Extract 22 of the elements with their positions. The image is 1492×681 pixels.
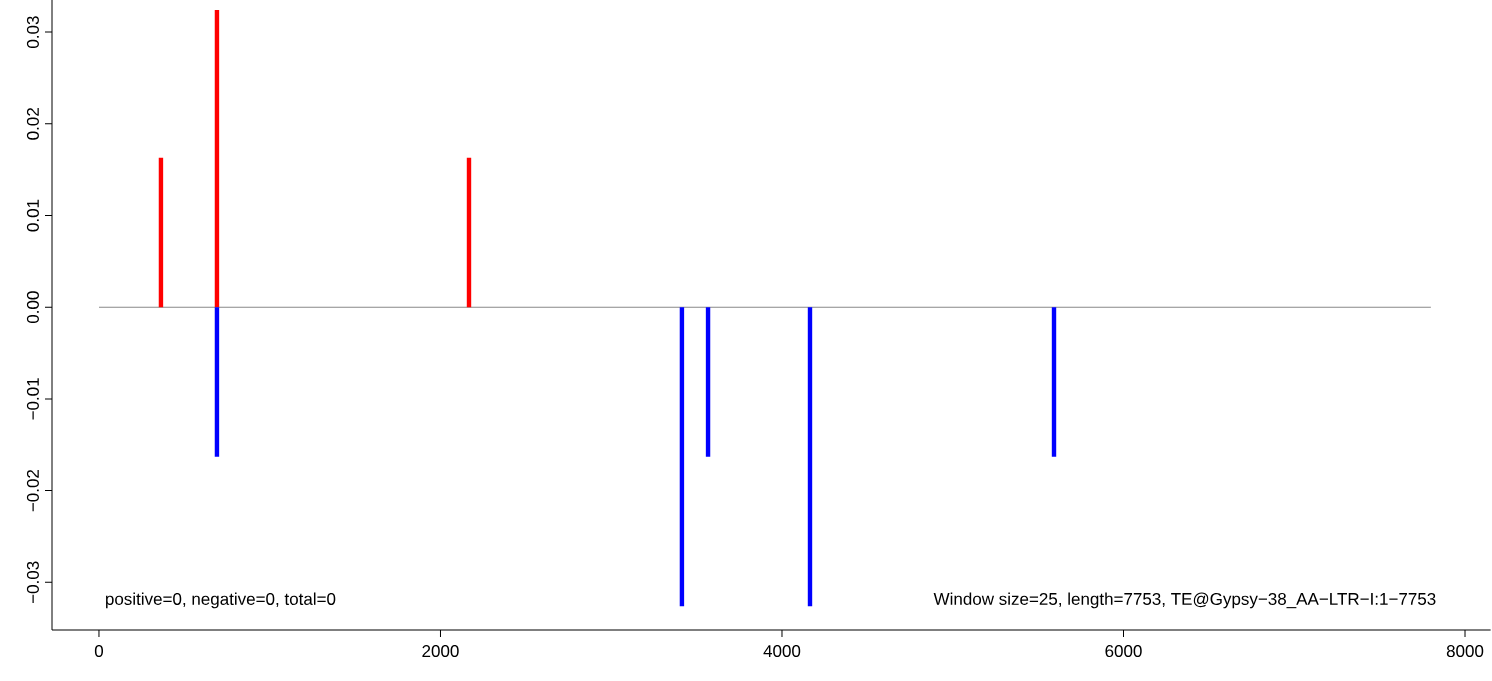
bar (214, 10, 220, 308)
bar (158, 157, 164, 308)
y-tick-label: 0.01 (26, 199, 39, 232)
x-tick-label: 2000 (422, 645, 459, 658)
y-tick-label: 0.03 (26, 16, 39, 48)
bar (1051, 307, 1057, 457)
bar (807, 307, 813, 607)
y-tick-label: 0.02 (26, 108, 39, 140)
bar (214, 307, 220, 457)
annotation: positive=0, negative=0, total=0 (106, 592, 336, 609)
bar (466, 157, 472, 308)
y-tick-label: −0.02 (26, 469, 39, 512)
x-tick-label: 4000 (763, 645, 801, 658)
y-tick-label: −0.03 (26, 561, 39, 603)
x-tick-label: 6000 (1105, 645, 1142, 658)
annotation: Window size=25, length=7753, TE@Gypsy−38_AA−LTR−I:1−7753 (933, 592, 1436, 609)
bar (705, 307, 711, 457)
y-tick-label: 0.00 (26, 291, 39, 324)
y-tick-label: −0.01 (26, 378, 39, 420)
x-tick-label: 8000 (1446, 645, 1484, 658)
x-tick-label: 0 (94, 645, 104, 658)
bar (679, 307, 685, 607)
